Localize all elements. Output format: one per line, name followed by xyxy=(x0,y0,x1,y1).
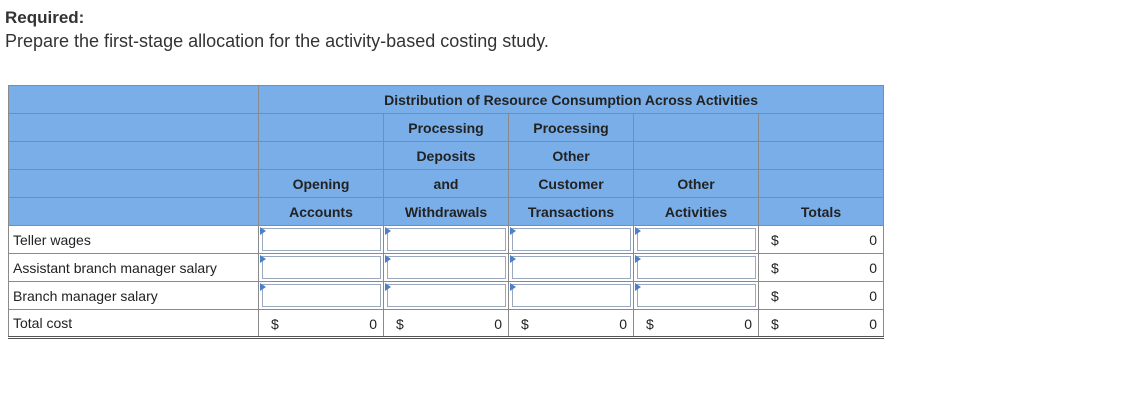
col-header-other-l3: Other xyxy=(633,169,759,198)
input-marker-icon xyxy=(510,227,516,235)
row-total-cell: $0 xyxy=(757,253,885,282)
col-header-totals-l1 xyxy=(757,113,885,142)
assistant-salary-deposits-input[interactable] xyxy=(387,256,506,279)
dollar-sign: $ xyxy=(521,316,529,332)
header-row-4: Accounts Withdrawals Transactions Activi… xyxy=(8,197,885,226)
col-header-opening-l1 xyxy=(258,113,384,142)
input-cell xyxy=(633,281,759,310)
col-header-deposits-l4: Withdrawals xyxy=(383,197,509,226)
header-row-1: Processing Processing xyxy=(8,113,885,142)
col-header-totals-l4: Totals xyxy=(757,197,885,226)
input-marker-icon xyxy=(510,283,516,291)
input-marker-icon xyxy=(260,227,266,235)
total-value: 0 xyxy=(619,316,627,332)
col-header-transactions-l3: Customer xyxy=(508,169,634,198)
required-instructions: Prepare the first-stage allocation for t… xyxy=(5,31,549,51)
input-marker-icon xyxy=(260,255,266,263)
dollar-sign: $ xyxy=(771,288,779,304)
row-label-teller-wages: Teller wages xyxy=(8,225,259,254)
input-marker-icon xyxy=(635,227,641,235)
header-row-2: Deposits Other xyxy=(8,141,885,170)
col-header-other-l1 xyxy=(633,113,759,142)
dollar-sign: $ xyxy=(396,316,404,332)
grand-total: $0 xyxy=(757,309,885,339)
header-row-3: Opening and Customer Other xyxy=(8,169,885,198)
col-header-transactions-l4: Transactions xyxy=(508,197,634,226)
input-cell xyxy=(383,253,509,282)
input-cell xyxy=(508,281,634,310)
row-total-value: 0 xyxy=(869,288,878,304)
col-header-other-l2 xyxy=(633,141,759,170)
row-total-value: 0 xyxy=(869,260,878,276)
row-total-cell: $0 xyxy=(757,281,885,310)
row-total-value: 0 xyxy=(869,232,878,248)
assistant-salary-other-activities-input[interactable] xyxy=(637,256,756,279)
input-cell xyxy=(258,281,384,310)
header-row-group: Distribution of Resource Consumption Acr… xyxy=(8,85,885,114)
teller-wages-transactions-input[interactable] xyxy=(512,228,631,251)
input-marker-icon xyxy=(635,255,641,263)
total-other-activities: $0 xyxy=(633,309,759,339)
col-header-transactions-l2: Other xyxy=(508,141,634,170)
manager-salary-other-activities-input[interactable] xyxy=(637,284,756,307)
table-row: Assistant branch manager salary $0 xyxy=(8,253,885,282)
input-marker-icon xyxy=(385,255,391,263)
total-value: 0 xyxy=(869,316,878,332)
assistant-salary-opening-accounts-input[interactable] xyxy=(262,256,381,279)
col-header-totals-l2 xyxy=(757,141,885,170)
total-deposits: $0 xyxy=(383,309,509,339)
input-marker-icon xyxy=(385,227,391,235)
input-marker-icon xyxy=(635,283,641,291)
col-header-deposits-l1: Processing xyxy=(383,113,509,142)
total-cost-row: Total cost $0 $0 $0 $0 $0 xyxy=(8,309,885,339)
manager-salary-deposits-input[interactable] xyxy=(387,284,506,307)
input-cell xyxy=(258,253,384,282)
row-label-branch-manager-salary: Branch manager salary xyxy=(8,281,259,310)
teller-wages-other-activities-input[interactable] xyxy=(637,228,756,251)
col-header-other-l4: Activities xyxy=(633,197,759,226)
input-cell xyxy=(258,225,384,254)
input-cell xyxy=(633,225,759,254)
col-header-opening-l3: Opening xyxy=(258,169,384,198)
manager-salary-transactions-input[interactable] xyxy=(512,284,631,307)
row-label-assistant-manager-salary: Assistant branch manager salary xyxy=(8,253,259,282)
table-row: Branch manager salary $0 xyxy=(8,281,885,310)
input-cell xyxy=(633,253,759,282)
dollar-sign: $ xyxy=(771,260,779,276)
input-marker-icon xyxy=(510,255,516,263)
input-marker-icon xyxy=(260,283,266,291)
required-label: Required: xyxy=(5,8,85,27)
allocation-table: Distribution of Resource Consumption Acr… xyxy=(8,85,885,339)
header-blank xyxy=(8,85,259,114)
row-total-cell: $0 xyxy=(757,225,885,254)
input-cell xyxy=(383,281,509,310)
col-header-deposits-l3: and xyxy=(383,169,509,198)
input-cell xyxy=(508,225,634,254)
dollar-sign: $ xyxy=(771,316,779,332)
teller-wages-opening-accounts-input[interactable] xyxy=(262,228,381,251)
group-header: Distribution of Resource Consumption Acr… xyxy=(257,85,885,114)
dollar-sign: $ xyxy=(271,316,279,332)
total-transactions: $0 xyxy=(508,309,634,339)
dollar-sign: $ xyxy=(646,316,654,332)
col-header-opening-l2 xyxy=(258,141,384,170)
total-value: 0 xyxy=(494,316,502,332)
table-row: Teller wages $0 xyxy=(8,225,885,254)
dollar-sign: $ xyxy=(771,232,779,248)
teller-wages-deposits-input[interactable] xyxy=(387,228,506,251)
col-header-totals-l3 xyxy=(757,169,885,198)
col-header-deposits-l2: Deposits xyxy=(383,141,509,170)
input-cell xyxy=(383,225,509,254)
input-cell xyxy=(508,253,634,282)
input-marker-icon xyxy=(385,283,391,291)
assistant-salary-transactions-input[interactable] xyxy=(512,256,631,279)
total-value: 0 xyxy=(369,316,377,332)
col-header-transactions-l1: Processing xyxy=(508,113,634,142)
manager-salary-opening-accounts-input[interactable] xyxy=(262,284,381,307)
col-header-opening-l4: Accounts xyxy=(258,197,384,226)
total-value: 0 xyxy=(744,316,752,332)
total-opening-accounts: $0 xyxy=(258,309,384,339)
row-label-total-cost: Total cost xyxy=(8,309,259,339)
